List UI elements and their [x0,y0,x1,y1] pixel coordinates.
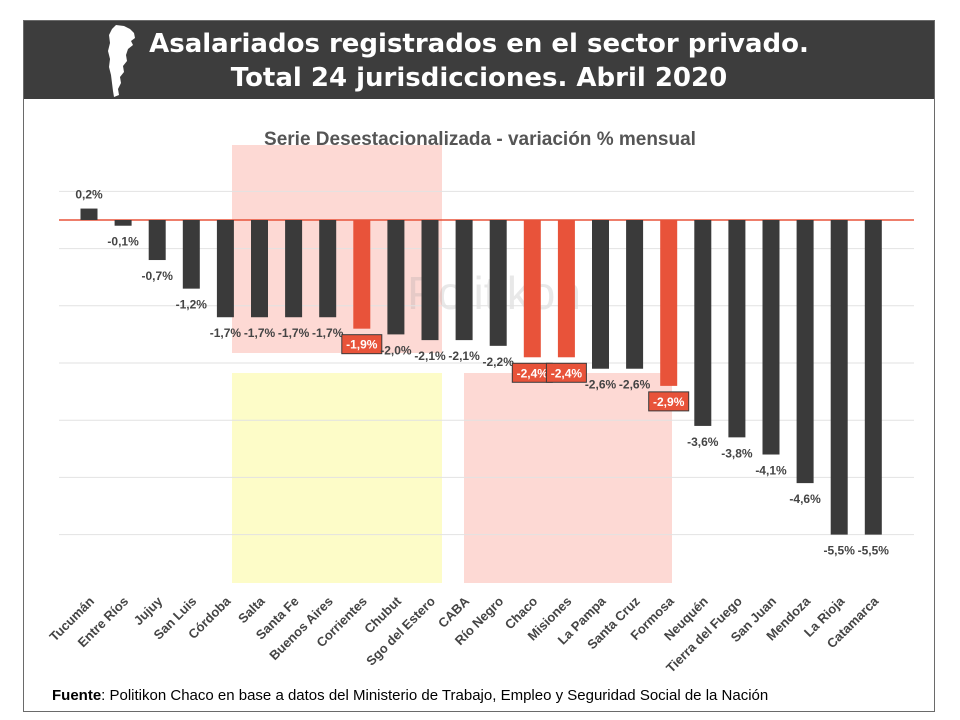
bar-11 [455,220,473,341]
value-label-6: -1,7% [278,326,310,340]
chart-title-line2: Total 24 jurisdicciones. Abril 2020 [230,63,728,93]
bar-9 [387,220,405,335]
value-label-19: -3,8% [721,446,753,460]
bar-3 [182,220,200,289]
source-text: : Politikon Chaco en base a datos del Mi… [101,687,769,704]
bar-15 [592,220,609,369]
bar-18 [694,220,712,426]
bar-6 [285,220,303,318]
bar-10 [421,220,439,341]
source-label: Fuente [52,687,102,704]
argentina-map-icon [108,25,135,97]
value-label-22: -5,5% [824,544,856,558]
value-label-4: -1,7% [210,326,242,340]
value-label-11: -2,1% [448,349,480,363]
value-label-8: -1,9% [346,338,378,352]
value-label-5: -1,7% [244,326,276,340]
value-label-box-17 [648,391,690,412]
value-label-9: -2,0% [380,343,412,357]
value-label-15: -2,6% [585,378,617,392]
value-label-3: -1,2% [176,298,208,312]
bar-17 [660,220,678,386]
value-label-23: -5,5% [858,544,890,558]
value-label-18: -3,6% [687,435,719,449]
chart-frame: Asalariados registrados en el sector pri… [23,20,935,712]
bar-21 [796,220,814,484]
bar-19 [728,220,746,438]
bar-7 [319,220,337,318]
value-label-12: -2,2% [483,355,515,369]
bar-13 [523,220,541,358]
value-label-13: -2,4% [517,366,549,380]
bar-12 [489,220,507,346]
value-label-0: 0,2% [75,188,103,202]
value-label-1: -0,1% [107,235,139,249]
bar-8 [353,220,371,329]
bar-0 [80,208,98,220]
value-label-14: -2,4% [551,366,583,380]
bar-2 [148,220,166,261]
bar-5 [251,220,268,318]
value-label-2: -0,7% [142,269,174,283]
header-bar: Asalariados registrados en el sector pri… [24,21,934,99]
bar-1 [114,220,132,226]
highlight-box-pink-bottom [464,373,672,583]
value-label-20: -4,1% [755,464,787,478]
bar-16 [626,220,644,369]
bar-20 [762,220,780,455]
bar-23 [864,220,882,535]
highlight-box-yellow [232,373,442,583]
bar-4 [216,220,234,318]
bar-14 [557,220,575,358]
value-label-7: -1,7% [312,326,344,340]
bar-22 [830,220,848,535]
chart-title-line1: Asalariados registrados en el sector pri… [149,29,809,59]
value-label-16: -2,6% [619,378,651,392]
value-label-10: -2,1% [414,349,446,363]
value-label-17: -2,9% [653,395,685,409]
value-label-box-8 [341,334,383,355]
source-note: Fuente: Politikon Chaco en base a datos … [52,687,768,704]
bar-chart: Politikon 0,2%-0,1%-0,7%-1,2%-1,7%-1,7%-… [46,129,914,675]
value-label-21: -4,6% [789,492,821,506]
value-label-box-14 [545,362,587,383]
chart-subtitle: Serie Desestacionalizada - variación % m… [264,129,696,150]
